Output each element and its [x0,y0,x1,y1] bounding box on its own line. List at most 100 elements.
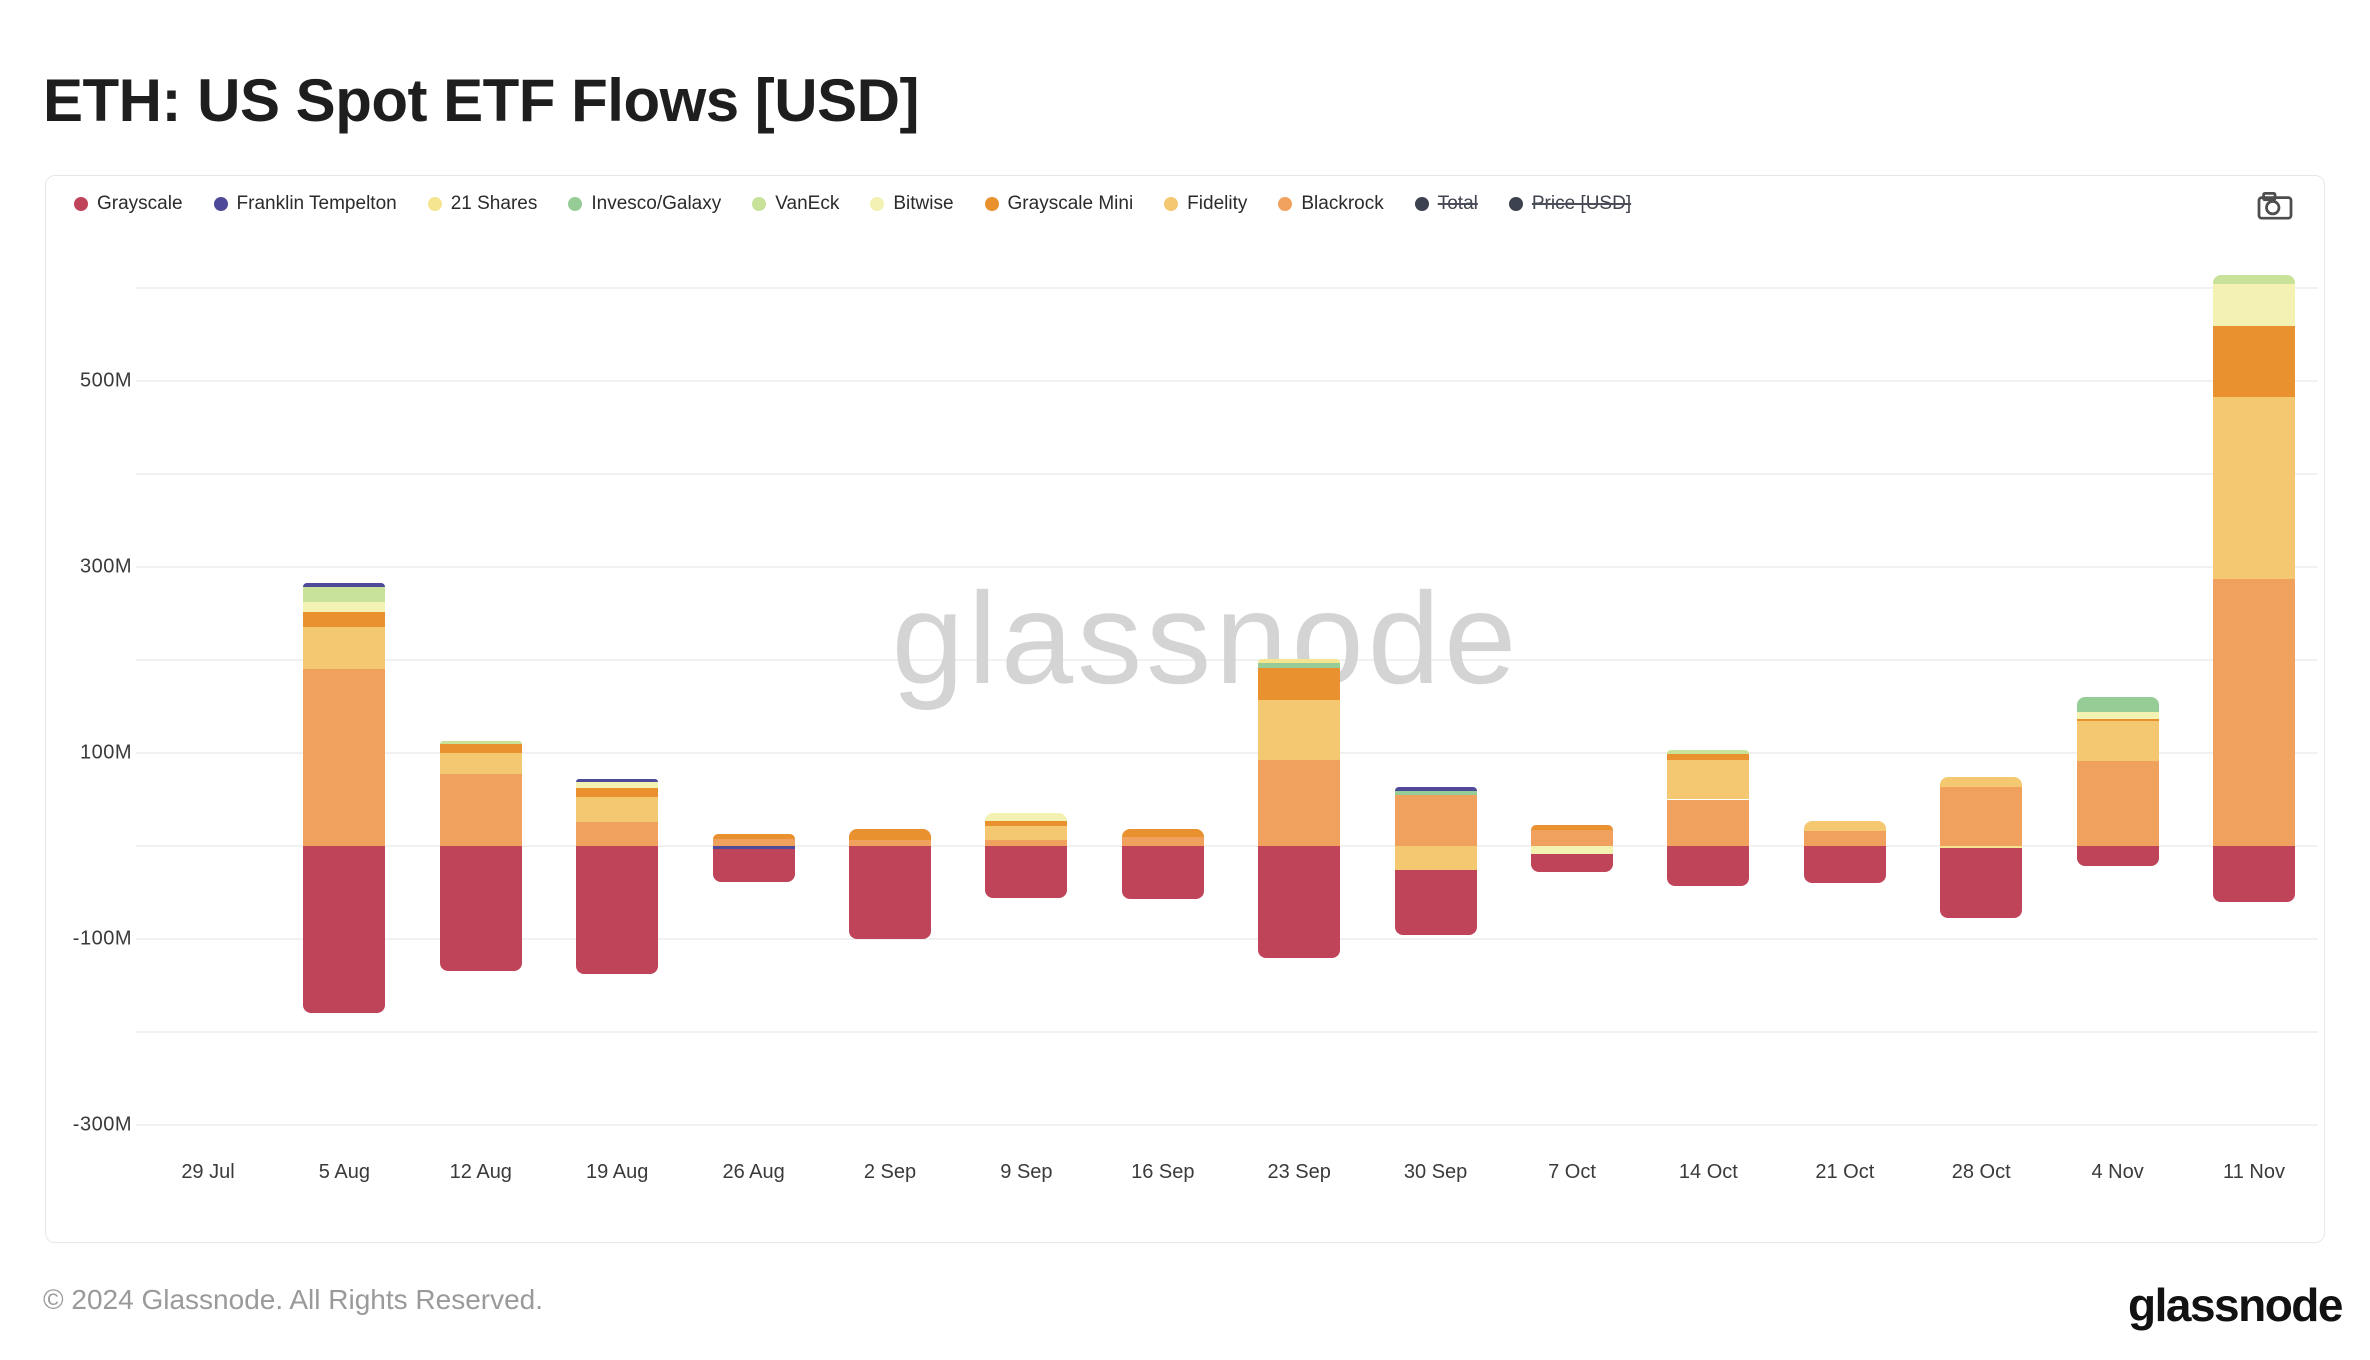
x-axis-tick-26-aug: 26 Aug [722,1161,785,1183]
bar-segment-grayscale-mini-7-oct[interactable] [1531,824,1613,831]
legend-item-total[interactable]: Total [1414,193,1478,215]
bar-segment-fidelity-30-sep[interactable] [1394,846,1477,871]
bar-segment-blackrock-19-aug[interactable] [576,821,659,846]
bar-segment-blackrock-26-aug[interactable] [712,838,795,846]
bar-segment-grayscale-30-sep[interactable] [1394,870,1477,936]
bar-segment-grayscale-mini-26-aug[interactable] [712,833,795,839]
bar-segment-grayscale-mini-14-oct[interactable] [1667,753,1750,761]
bar-segment-grayscale-mini-23-sep[interactable] [1258,668,1341,700]
bar-segment-bitwise-7-oct[interactable] [1531,846,1613,855]
bar-segment-vaneck-5-aug[interactable] [303,587,386,603]
bar-segment-franklin-tempelton-26-aug[interactable] [712,846,795,849]
footer-copyright: © 2024 Glassnode. All Rights Reserved. [43,1284,544,1315]
bar-segment-vaneck-11-nov[interactable] [2213,274,2295,285]
legend-item-fidelity[interactable]: Fidelity [1164,193,1247,215]
legend-item-grayscale[interactable]: Grayscale [74,193,183,215]
x-axis-tick-16-sep: 16 Sep [1131,1161,1195,1183]
bar-segment-grayscale-9-sep[interactable] [985,846,1068,899]
bar-segment-vaneck-14-oct[interactable] [1667,750,1750,754]
bar-segment-fidelity-9-sep[interactable] [985,826,1068,841]
bar-segment-blackrock-16-sep[interactable] [1121,836,1204,846]
bar-segment-bitwise-11-nov[interactable] [2213,284,2295,327]
export-screenshot-button[interactable] [2254,188,2296,224]
bar-segment-fidelity-12-aug[interactable] [439,753,522,775]
bar-segment-fidelity-5-aug[interactable] [303,627,386,670]
legend-label: Grayscale [97,193,183,214]
bar-segment-bitwise-5-aug[interactable] [303,602,386,612]
bar-segment-grayscale-mini-16-sep[interactable] [1121,829,1204,837]
bar-segment-invesco-galaxy-4-nov[interactable] [2076,697,2159,713]
x-axis-tick-9-sep: 9 Sep [1000,1161,1053,1183]
bar-segment-grayscale-26-aug[interactable] [712,848,795,883]
bar-segment-invesco-galaxy-23-sep[interactable] [1258,662,1341,669]
bar-segment-grayscale-7-oct[interactable] [1531,854,1613,873]
bar-segment-grayscale-19-aug[interactable] [576,846,659,975]
legend-item-bitwise[interactable]: Bitwise [870,193,954,215]
legend-item-21-shares[interactable]: 21 Shares [427,193,537,215]
bar-segment-grayscale-16-sep[interactable] [1121,846,1204,899]
bar-segment-fidelity-21-oct[interactable] [1803,820,1886,832]
bar-segment-grayscale-14-oct[interactable] [1667,846,1750,886]
legend-item-vaneck[interactable]: VanEck [752,193,839,215]
bar-segment-blackrock-4-nov[interactable] [2076,761,2159,846]
bar-segment-blackrock-2-sep[interactable] [849,840,931,846]
x-axis-tick-14-oct: 14 Oct [1678,1161,1738,1183]
bar-segment-grayscale-mini-4-nov[interactable] [2076,718,2159,722]
bar-segment-fidelity-4-nov[interactable] [2076,721,2159,762]
bar-segment-blackrock-7-oct[interactable] [1531,830,1613,846]
bar-segment-grayscale-4-nov[interactable] [2076,846,2159,867]
bar-segment-grayscale-mini-5-aug[interactable] [303,611,386,628]
bar-segment-grayscale-21-oct[interactable] [1803,846,1886,884]
bar-segment-fidelity-11-nov[interactable] [2213,396,2295,580]
bar-segment-blackrock-21-oct[interactable] [1803,831,1886,846]
legend-item-invesco-galaxy[interactable]: Invesco/Galaxy [568,193,721,215]
bar-segment-grayscale-mini-2-sep[interactable] [849,829,931,841]
bar-segment-grayscale-mini-19-aug[interactable] [576,788,659,797]
legend-label: Grayscale Mini [1007,193,1134,214]
bar-segment-grayscale-2-sep[interactable] [849,846,931,939]
bar-segment-fidelity-14-oct[interactable] [1667,760,1750,800]
bar-segment-invesco-galaxy-30-sep[interactable] [1394,791,1477,795]
bar-segment-blackrock-12-aug[interactable] [439,774,522,846]
bar-segment-blackrock-28-oct[interactable] [1940,787,2023,846]
bar-segment-fidelity-19-aug[interactable] [576,796,659,822]
glassnode-logo-link[interactable]: glassnode [2127,1279,2344,1331]
bar-segment-grayscale-mini-11-nov[interactable] [2213,326,2295,397]
bar-segment-fidelity-23-sep[interactable] [1258,699,1341,761]
bar-segment-franklin-tempelton-19-aug[interactable] [576,779,659,782]
bar-segment-bitwise-4-nov[interactable] [2076,712,2159,719]
bar-segment-franklin-tempelton-5-aug[interactable] [303,582,386,588]
bar-segment-blackrock-11-nov[interactable] [2213,579,2295,846]
page-title: ETH: US Spot ETF Flows [USD] [43,67,919,135]
x-axis-tick-30-sep: 30 Sep [1403,1161,1468,1183]
bar-segment-franklin-tempelton-30-sep[interactable] [1394,787,1477,792]
bar-segment-grayscale-5-aug[interactable] [303,846,386,1014]
legend-item-franklin-tempelton[interactable]: Franklin Tempelton [213,193,397,215]
legend-item-price-usd-[interactable]: Price [USD] [1508,193,1631,215]
bar-segment-grayscale-12-aug[interactable] [439,846,522,971]
bar-segment-grayscale-mini-9-sep[interactable] [985,820,1068,827]
camera-icon [2256,190,2294,222]
x-axis-tick-4-nov: 4 Nov [2091,1161,2144,1183]
bar-segment-fidelity-28-oct[interactable] [1940,777,2023,788]
bar-segment-grayscale-11-nov[interactable] [2213,846,2295,902]
gridline--300M [136,1124,2318,1126]
legend-item-blackrock[interactable]: Blackrock [1278,193,1384,215]
bar-segment-blackrock-5-aug[interactable] [303,669,386,846]
bar-segment-vaneck-12-aug[interactable] [439,740,522,744]
bar-segment-blackrock-14-oct[interactable] [1667,799,1750,846]
bar-segment-bitwise-19-aug[interactable] [576,781,659,789]
bar-segment-grayscale-23-sep[interactable] [1258,846,1341,958]
bar-segment-blackrock-23-sep[interactable] [1258,760,1341,846]
y-axis-tick-500M: 500M [79,369,132,392]
y-axis-tick--100M: -100M [72,927,132,950]
bar-segment-blackrock-30-sep[interactable] [1394,794,1477,846]
bar-segment-blackrock-9-sep[interactable] [985,840,1068,846]
bar-segment-bitwise-9-sep[interactable] [985,812,1068,821]
bar-segment-grayscale-mini-12-aug[interactable] [439,743,522,753]
legend-dot [1414,197,1429,211]
legend-item-grayscale-mini[interactable]: Grayscale Mini [984,193,1134,215]
bar-segment-grayscale-28-oct[interactable] [1940,847,2023,918]
bar-segment-21-shares-23-sep[interactable] [1258,659,1341,663]
bar-segment-21-shares-28-oct[interactable] [1940,846,2023,848]
